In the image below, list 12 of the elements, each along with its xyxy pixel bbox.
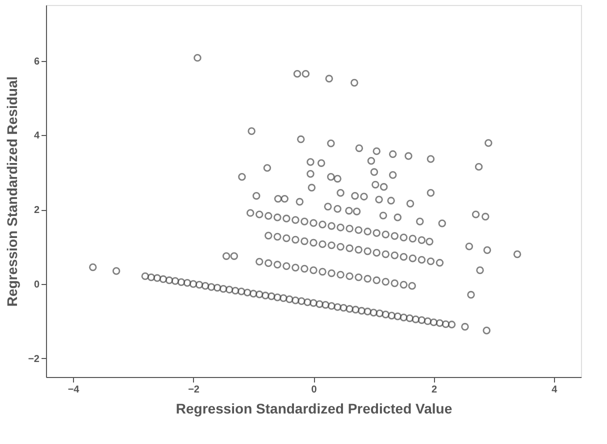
y-tick-label: 0: [34, 280, 40, 290]
x-tick-label: 4: [552, 384, 558, 396]
y-tick-label: 6: [34, 56, 40, 68]
y-axis-title: Regression Standardized Residual: [4, 76, 20, 307]
y-tick-label: −2: [28, 354, 40, 365]
x-tick-label: 0: [311, 384, 318, 396]
y-tick-label: 2: [34, 205, 40, 216]
x-axis-title: Regression Standardized Predicted Value: [176, 400, 452, 416]
x-tick-label: 2: [431, 384, 438, 396]
x-tick-label: −2: [188, 384, 200, 396]
y-tick-label: 4: [34, 130, 40, 142]
x-tick-label: −4: [68, 384, 80, 396]
